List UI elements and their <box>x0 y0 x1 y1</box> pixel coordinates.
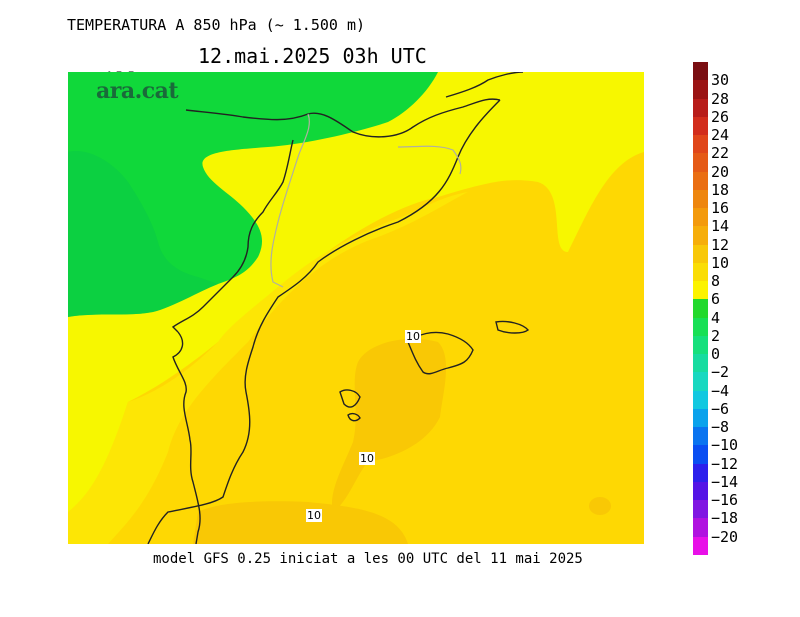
colorbar-segment <box>693 500 708 519</box>
colorbar-segment <box>693 390 708 410</box>
colorbar-segment <box>693 135 708 154</box>
colorbar-segment <box>693 262 708 282</box>
colorbar-segment <box>693 518 708 538</box>
colorbar-segment <box>693 116 708 136</box>
mid-yellow-region <box>68 192 468 544</box>
colorbar-segment <box>693 445 708 465</box>
colorbar-label: −2 <box>711 363 730 382</box>
colorbar-label: 16 <box>711 199 730 218</box>
formentera-coast <box>347 412 361 422</box>
mallorca-coast <box>407 331 474 375</box>
model-caption: model GFS 0.25 iniciat a les 00 UTC del … <box>153 551 583 567</box>
colorbar-label: 18 <box>711 180 730 199</box>
colorbar-segment <box>693 62 708 81</box>
colorbar-segment <box>693 299 708 319</box>
colorbar-label: −4 <box>711 381 730 400</box>
colorbar-label: −6 <box>711 399 730 418</box>
inland-border <box>171 139 294 333</box>
colorbar-segment <box>693 226 708 246</box>
colorbar-label: 24 <box>711 126 730 145</box>
orange-patch-balearic <box>332 338 447 512</box>
region-boundary-2 <box>397 145 462 175</box>
colorbar-label: 2 <box>711 326 721 345</box>
menorca-coast <box>495 320 529 334</box>
colorbar-segment <box>693 408 708 428</box>
portugal-border <box>172 331 201 544</box>
colorbar-label: −14 <box>711 472 739 491</box>
colorbar-segment <box>693 208 708 227</box>
colorbar-segment <box>693 354 708 373</box>
colorbar-segment <box>693 372 708 392</box>
colorbar-label: 0 <box>711 345 721 364</box>
ibiza-coast <box>339 389 361 408</box>
region-boundary-1 <box>270 113 310 288</box>
orange-patch-south <box>193 501 408 544</box>
colorbar-segment <box>693 281 708 300</box>
colorbar-label: 4 <box>711 308 721 327</box>
colorbar-label: 14 <box>711 217 730 236</box>
colorbar-label: 22 <box>711 144 730 163</box>
datetime-label: 12.mai.2025 03h UTC <box>198 44 427 68</box>
orange-patch-small <box>589 497 611 515</box>
france-spain-border <box>185 98 501 138</box>
colorbar-label: 10 <box>711 253 730 272</box>
brand-logo: ara.cat <box>96 78 179 104</box>
colorbar-segment <box>693 463 708 483</box>
colorbar-segment <box>693 244 708 264</box>
colorbar-label: 6 <box>711 290 721 309</box>
colorbar-label: −12 <box>711 454 739 473</box>
cold-region-dark <box>68 151 218 317</box>
colorbar-segment <box>693 153 708 173</box>
colorbar-segment <box>693 427 708 446</box>
region-boundaries <box>270 113 462 288</box>
colorbar <box>693 62 708 556</box>
colorbar-label: 8 <box>711 272 721 291</box>
colorbar-label: 26 <box>711 107 730 126</box>
warm-region <box>68 132 644 544</box>
colorbar-segment <box>693 98 708 118</box>
contour-label: 10 <box>306 509 322 522</box>
colorbar-label: 30 <box>711 71 730 90</box>
contour-label: 10 <box>405 330 421 343</box>
catalan-coast <box>147 99 501 544</box>
colorbar-segment <box>693 481 708 501</box>
colorbar-label: −8 <box>711 418 730 437</box>
colorbar-label: 20 <box>711 162 730 181</box>
colorbar-label: −20 <box>711 527 739 546</box>
colorbar-labels: 30 28 26 24 22 20 18 16 14 12 10 8 6 4 2 0 −2 −4 −6 −8 −10 −1… <box>711 62 771 555</box>
colorbar-segment <box>693 189 708 209</box>
colorbar-segment <box>693 171 708 191</box>
temperature-map <box>68 72 644 544</box>
colorbar-label: −10 <box>711 436 739 455</box>
colorbar-label: 12 <box>711 235 730 254</box>
colorbar-segment <box>693 335 708 355</box>
colorbar-label: −16 <box>711 491 739 510</box>
colorbar-segment <box>693 536 708 556</box>
colorbar-segment <box>693 80 708 99</box>
colorbar-label: 28 <box>711 89 730 108</box>
colorbar-label: −18 <box>711 509 739 528</box>
france-coast <box>445 72 524 98</box>
contour-label: 10 <box>359 452 375 465</box>
chart-title: TEMPERATURA A 850 hPa (~ 1.500 m) <box>67 16 366 34</box>
borders <box>147 72 529 544</box>
colorbar-segment <box>693 317 708 337</box>
